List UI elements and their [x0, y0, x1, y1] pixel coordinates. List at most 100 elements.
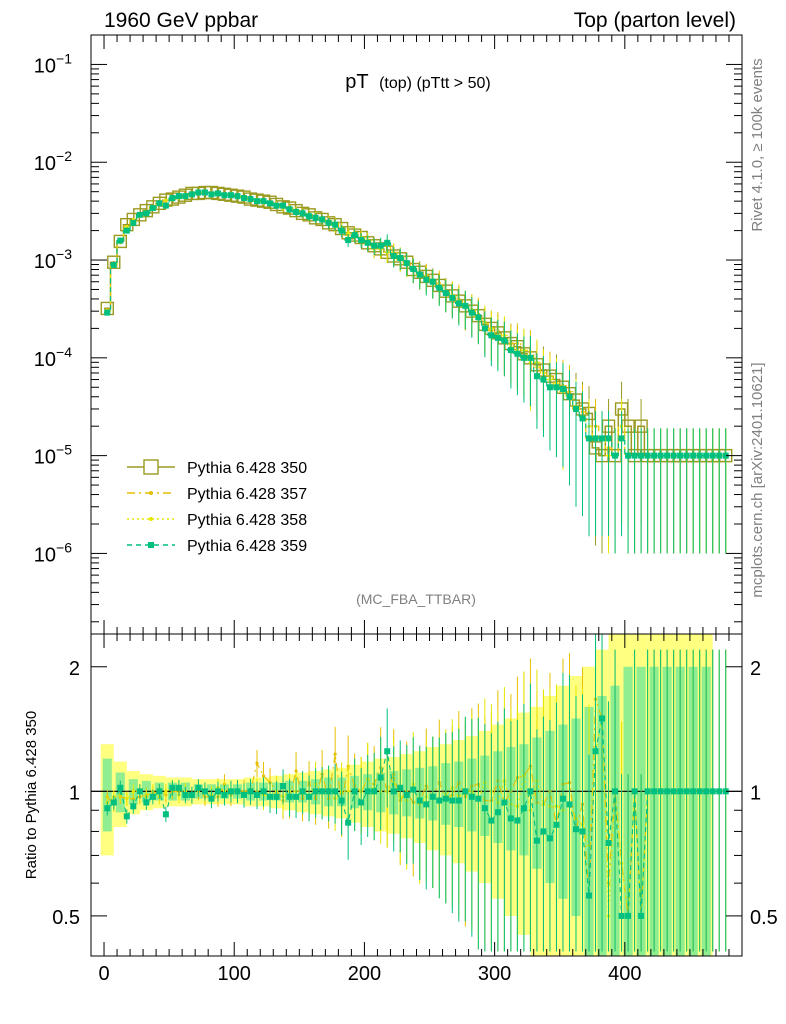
- data-point: [113, 234, 127, 249]
- ratio-point: [390, 788, 397, 795]
- data-point: [638, 452, 645, 459]
- legend: Pythia 6.428 350 Pythia 6.428 357 Pythia 6…: [127, 459, 307, 555]
- ratio-point: [436, 797, 443, 804]
- data-point: [384, 239, 391, 246]
- plot-title-main: pT: [345, 71, 368, 93]
- ratio-point: [670, 788, 677, 795]
- ratio-point: [481, 805, 488, 812]
- data-point: [156, 200, 163, 207]
- legend-marker: [149, 491, 153, 495]
- ratio-point: [227, 788, 234, 795]
- data-point: [377, 242, 384, 249]
- ratio-point: [143, 799, 150, 806]
- data-point: [416, 271, 423, 278]
- ratio-point: [280, 783, 287, 790]
- ratio-point: [149, 793, 156, 800]
- data-point: [214, 190, 221, 197]
- ratio-point: [546, 835, 553, 842]
- data-point: [507, 347, 514, 354]
- ratio-point: [131, 789, 135, 793]
- ratio-point: [117, 784, 124, 791]
- ratio-point: [364, 788, 371, 795]
- ratio-point: [507, 815, 514, 822]
- header-left-title: 1960 GeV ppbar: [104, 9, 258, 32]
- data-point: [319, 216, 326, 223]
- data-point: [664, 452, 671, 459]
- ratio-point: [599, 715, 606, 722]
- legend-marker: [149, 517, 153, 521]
- data-point: [169, 195, 176, 202]
- y-tick-label-right: 1: [750, 782, 761, 804]
- header-right-title: Top (parton level): [574, 9, 736, 32]
- data-point: [299, 210, 306, 217]
- ratio-point: [429, 793, 436, 800]
- data-point: [494, 334, 501, 341]
- data-point: [195, 189, 202, 196]
- data-point: [709, 452, 716, 459]
- data-point: [107, 255, 121, 269]
- ratio-point: [566, 801, 573, 808]
- ratio-point: [294, 769, 298, 773]
- data-point: [468, 309, 475, 316]
- ratio-plot-area: [91, 634, 742, 956]
- data-point: [429, 278, 436, 285]
- data-point: [175, 193, 182, 200]
- ratio-point: [260, 788, 267, 795]
- ratio-axes: 0 100 200 300 400 0.5 0.5 1 1 2 2: [52, 634, 778, 985]
- data-point: [371, 242, 378, 249]
- series-line: [104, 191, 729, 457]
- y-tick-label: 10−5: [34, 442, 72, 469]
- data-point: [716, 452, 723, 459]
- ratio-point: [533, 837, 540, 844]
- ratio-series-2: [104, 634, 729, 952]
- y-tick-label-right: 2: [750, 658, 761, 680]
- ratio-point: [377, 774, 384, 781]
- data-point: [403, 260, 410, 267]
- mcplots-label: mcplots.cern.ch [arXiv:2401.10621]: [749, 362, 766, 597]
- data-point: [572, 405, 579, 412]
- ratio-point: [403, 791, 410, 798]
- series-line: [104, 191, 729, 457]
- ratio-point: [156, 788, 163, 795]
- legend-marker: [143, 459, 159, 475]
- y-tick-label-exp: −3: [56, 246, 72, 262]
- ratio-point: [234, 788, 241, 795]
- data-point: [293, 208, 300, 215]
- y-tick-label-base: 10: [34, 349, 56, 371]
- ratio-point: [104, 805, 111, 812]
- x-tick-label: 300: [478, 963, 511, 985]
- ratio-point: [346, 789, 350, 793]
- data-point: [449, 294, 456, 301]
- ratio-point: [520, 805, 527, 812]
- y-tick-label-base: 10: [34, 544, 56, 566]
- y-tick-label-exp: −2: [56, 148, 72, 164]
- ratio-y-axis-label: Ratio to Pythia 6.428 350: [23, 711, 40, 879]
- y-tick-label: 0.5: [52, 907, 80, 929]
- ratio-point: [261, 774, 266, 778]
- ratio-point: [709, 788, 716, 795]
- ratio-point: [527, 788, 534, 795]
- data-point: [286, 206, 293, 213]
- x-tick-label: 400: [608, 963, 641, 985]
- data-point: [345, 237, 352, 244]
- ratio-point: [345, 819, 352, 826]
- ratio-point: [592, 748, 599, 755]
- data-point: [540, 376, 547, 383]
- y-tick-label-exp: −6: [56, 539, 72, 555]
- legend-label: Pythia 6.428 357: [187, 486, 307, 503]
- data-point: [267, 200, 274, 207]
- ratio-point: [612, 788, 619, 795]
- data-point: [346, 231, 350, 235]
- series-line: [104, 191, 729, 457]
- data-point: [221, 192, 228, 199]
- data-point: [123, 227, 130, 234]
- ratio-point: [397, 784, 404, 791]
- ratio-point: [618, 912, 625, 919]
- y-tick-label: 10−3: [34, 246, 72, 273]
- ratio-line: [106, 718, 726, 916]
- ratio-point: [716, 788, 723, 795]
- ratio-point: [455, 797, 462, 804]
- ratio-point: [123, 813, 130, 820]
- ratio-point: [333, 752, 337, 756]
- data-point: [312, 214, 319, 221]
